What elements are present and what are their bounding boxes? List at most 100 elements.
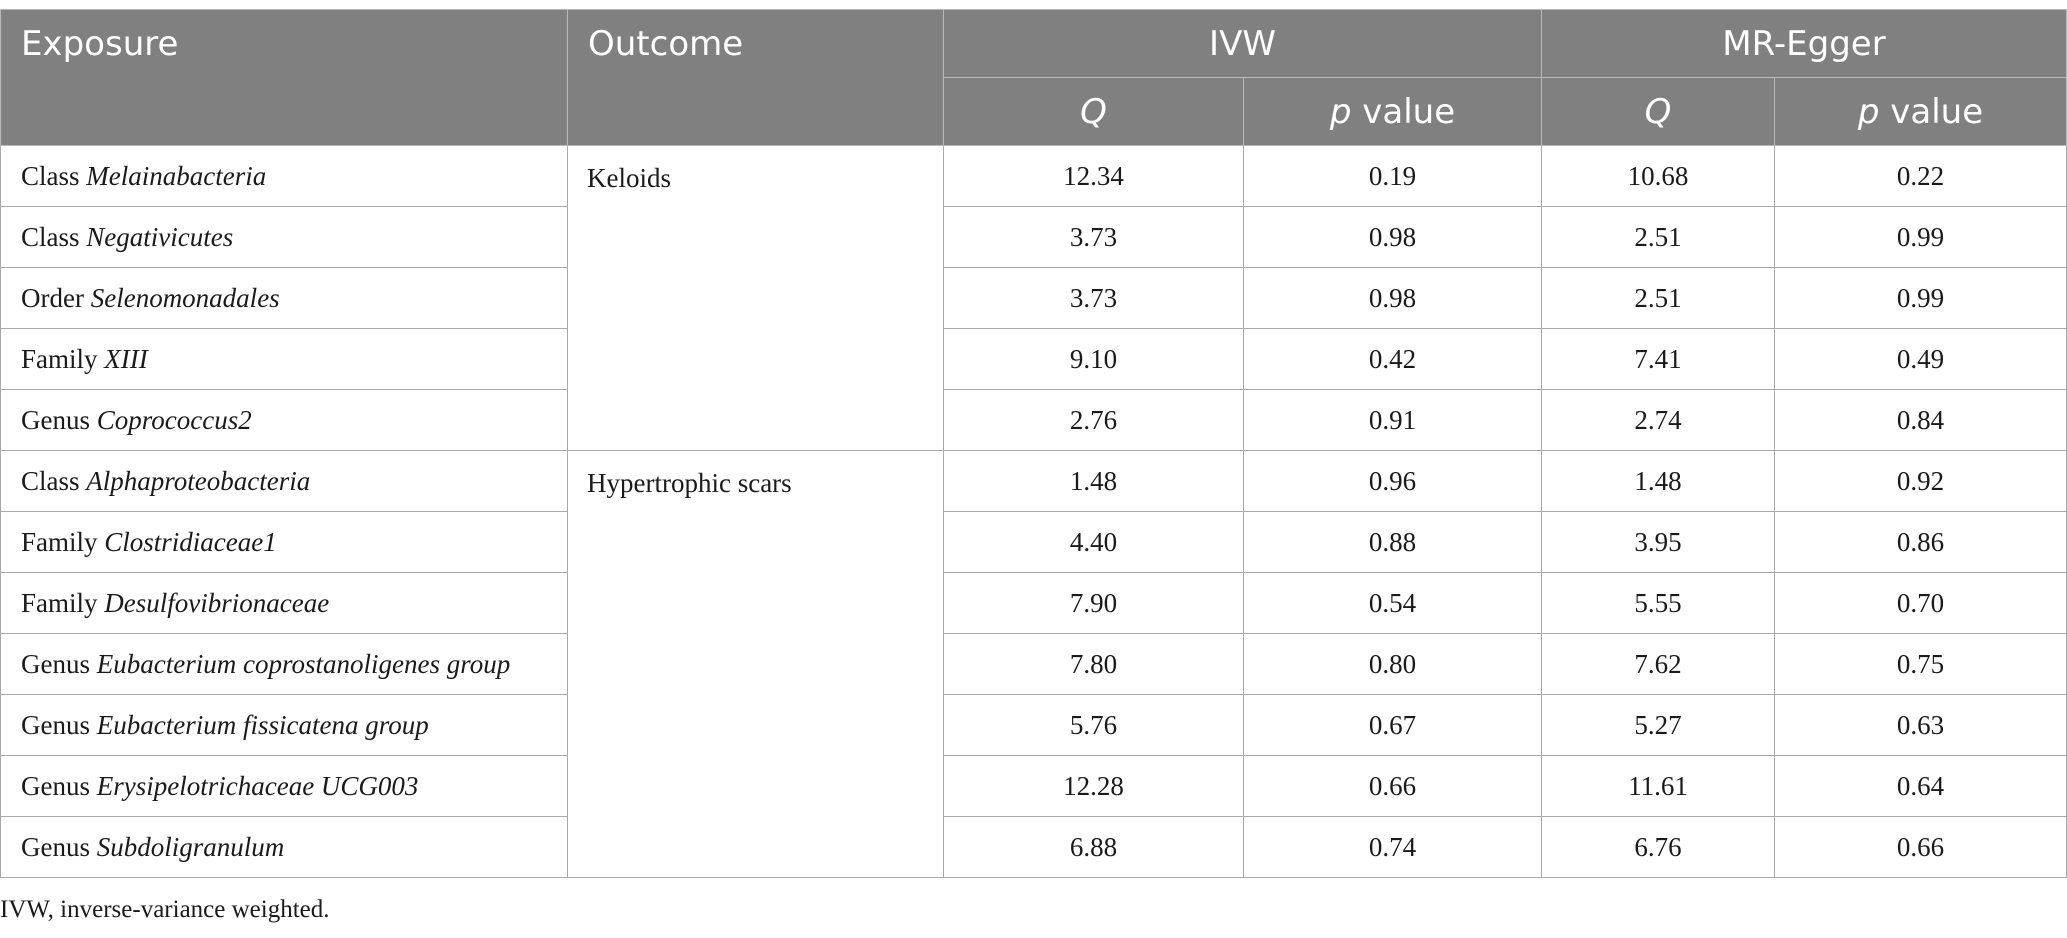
ivw-p-value-cell: 0.91 <box>1243 389 1542 451</box>
exposure-cell: Class Negativicutes <box>0 206 568 268</box>
taxon-rank: Genus <box>21 831 90 862</box>
header-ivw-q: Q <box>943 77 1244 146</box>
taxon-name: XIII <box>104 343 148 374</box>
ivw-q-cell: 4.40 <box>943 511 1244 573</box>
egger-p-value-cell: 0.64 <box>1774 755 2067 817</box>
ivw-p-value-cell: 0.88 <box>1243 511 1542 573</box>
taxon-name: Subdoligranulum <box>96 831 285 862</box>
q-symbol: Q <box>1644 91 1672 132</box>
taxon-name: Erysipelotrichaceae UCG003 <box>96 770 419 801</box>
ivw-q-cell: 7.80 <box>943 633 1244 695</box>
egger-p-value-cell: 0.86 <box>1774 511 2067 573</box>
egger-q-cell: 2.51 <box>1541 267 1775 329</box>
taxon-name: Eubacterium fissicatena group <box>96 709 429 740</box>
exposure-cell: Genus Erysipelotrichaceae UCG003 <box>0 755 568 817</box>
egger-q-cell: 5.55 <box>1541 572 1775 634</box>
taxon-rank: Class <box>21 160 80 191</box>
exposure-cell: Genus Coprococcus2 <box>0 389 568 451</box>
exposure-cell: Family XIII <box>0 328 568 390</box>
table-row: Class Melainabacteria Keloids 12.34 0.19 10.… <box>0 145 2067 451</box>
heterogeneity-table: Exposure Outcome IVW MR-Egger Q p value … <box>0 9 2067 878</box>
ivw-q-cell: 3.73 <box>943 267 1244 329</box>
ivw-q-cell: 6.88 <box>943 816 1244 878</box>
header-egger-p-value: p value <box>1774 77 2067 146</box>
ivw-q-cell: 5.76 <box>943 694 1244 756</box>
ivw-p-value-cell: 0.19 <box>1243 145 1542 207</box>
taxon-name: Selenomonadales <box>90 282 280 313</box>
ivw-q-cell: 2.76 <box>943 389 1244 451</box>
egger-q-cell: 1.48 <box>1541 450 1775 512</box>
header-outcome: Outcome <box>567 9 944 146</box>
header-mr-egger: MR-Egger <box>1541 9 2067 78</box>
table-footnote: IVW, inverse-variance weighted. <box>0 896 330 923</box>
taxon-rank: Order <box>21 282 84 313</box>
egger-q-cell: 3.95 <box>1541 511 1775 573</box>
egger-q-cell: 7.41 <box>1541 328 1775 390</box>
egger-p-value-cell: 0.84 <box>1774 389 2067 451</box>
egger-q-cell: 6.76 <box>1541 816 1775 878</box>
p-symbol: p <box>1857 91 1880 132</box>
table-row: Genus Coprococcus2 2.76 0.91 2.74 0.84 <box>0 389 2067 451</box>
ivw-p-value-cell: 0.98 <box>1243 206 1542 268</box>
table-row: Genus Eubacterium coprostanoligenes grou… <box>0 633 2067 695</box>
table-row: Genus Subdoligranulum 6.88 0.74 6.76 0.66 <box>0 816 2067 878</box>
ivw-q-cell: 9.10 <box>943 328 1244 390</box>
taxon-name: Negativicutes <box>86 221 234 252</box>
exposure-cell: Genus Eubacterium coprostanoligenes grou… <box>0 633 568 695</box>
p-value-suffix: value <box>1351 91 1456 132</box>
exposure-cell: Family Clostridiaceae1 <box>0 511 568 573</box>
egger-q-cell: 7.62 <box>1541 633 1775 695</box>
q-symbol: Q <box>1080 91 1107 132</box>
exposure-cell: Genus Subdoligranulum <box>0 816 568 878</box>
taxon-rank: Family <box>21 526 98 557</box>
ivw-q-cell: 3.73 <box>943 206 1244 268</box>
egger-q-cell: 11.61 <box>1541 755 1775 817</box>
taxon-name: Melainabacteria <box>86 160 267 191</box>
table-row: Genus Erysipelotrichaceae UCG003 12.28 0.6… <box>0 755 2067 817</box>
taxon-rank: Class <box>21 465 80 496</box>
ivw-q-cell: 1.48 <box>943 450 1244 512</box>
exposure-cell: Class Alphaproteobacteria <box>0 450 568 512</box>
egger-p-value-cell: 0.49 <box>1774 328 2067 390</box>
egger-q-cell: 2.74 <box>1541 389 1775 451</box>
p-symbol: p <box>1329 91 1352 132</box>
taxon-name: Alphaproteobacteria <box>86 465 311 496</box>
table-row: Family XIII 9.10 0.42 7.41 0.49 <box>0 328 2067 390</box>
egger-p-value-cell: 0.99 <box>1774 267 2067 329</box>
exposure-cell: Family Desulfovibrionaceae <box>0 572 568 634</box>
ivw-p-value-cell: 0.67 <box>1243 694 1542 756</box>
taxon-name: Coprococcus2 <box>96 404 252 435</box>
outcome-cell: Keloids <box>567 145 944 451</box>
ivw-p-value-cell: 0.42 <box>1243 328 1542 390</box>
ivw-q-cell: 7.90 <box>943 572 1244 634</box>
table-row: Order Selenomonadales 3.73 0.98 2.51 0.99 <box>0 267 2067 329</box>
header-egger-q: Q <box>1541 77 1775 146</box>
ivw-p-value-cell: 0.96 <box>1243 450 1542 512</box>
table-row: Family Clostridiaceae1 4.40 0.88 3.95 0.86 <box>0 511 2067 573</box>
taxon-rank: Genus <box>21 709 90 740</box>
egger-p-value-cell: 0.75 <box>1774 633 2067 695</box>
ivw-p-value-cell: 0.54 <box>1243 572 1542 634</box>
table-header: Exposure Outcome IVW MR-Egger Q p value … <box>0 9 2067 146</box>
egger-p-value-cell: 0.63 <box>1774 694 2067 756</box>
egger-q-cell: 2.51 <box>1541 206 1775 268</box>
taxon-name: Desulfovibrionaceae <box>104 587 330 618</box>
egger-p-value-cell: 0.99 <box>1774 206 2067 268</box>
taxon-rank: Family <box>21 587 98 618</box>
ivw-p-value-cell: 0.98 <box>1243 267 1542 329</box>
ivw-q-cell: 12.28 <box>943 755 1244 817</box>
taxon-name: Eubacterium coprostanoligenes group <box>96 648 511 679</box>
header-ivw-p-value: p value <box>1243 77 1542 146</box>
ivw-p-value-cell: 0.74 <box>1243 816 1542 878</box>
table-row: Class Alphaproteobacteria Hypertrophic sc… <box>0 450 2067 878</box>
exposure-cell: Class Melainabacteria <box>0 145 568 207</box>
header-exposure: Exposure <box>0 9 568 146</box>
table-row: Genus Eubacterium fissicatena group 5.76 0… <box>0 694 2067 756</box>
egger-p-value-cell: 0.22 <box>1774 145 2067 207</box>
table-row: Class Negativicutes 3.73 0.98 2.51 0.99 <box>0 206 2067 268</box>
egger-p-value-cell: 0.70 <box>1774 572 2067 634</box>
egger-q-cell: 10.68 <box>1541 145 1775 207</box>
exposure-cell: Genus Eubacterium fissicatena group <box>0 694 568 756</box>
taxon-rank: Genus <box>21 648 90 679</box>
table-body: Class Melainabacteria Keloids 12.34 0.19 10.… <box>0 145 2067 878</box>
